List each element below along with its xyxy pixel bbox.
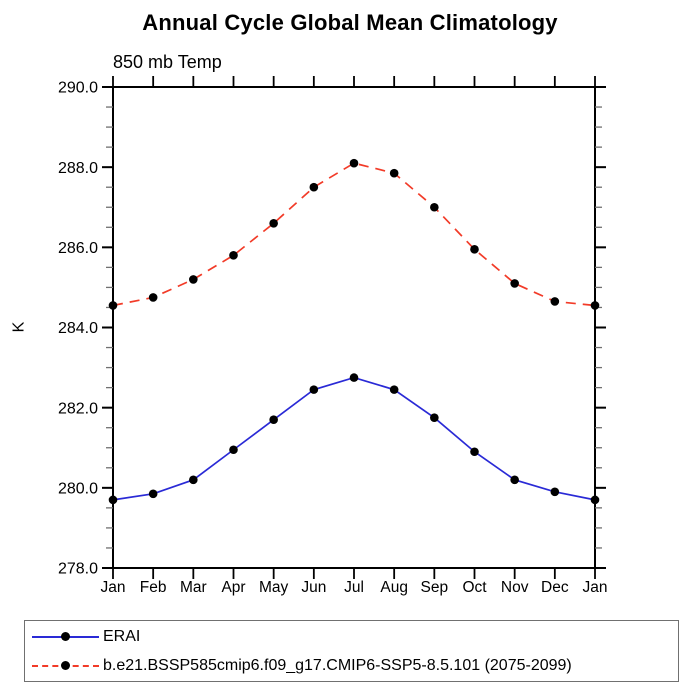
y-axis-tick-label: 286.0 [58,240,98,257]
y-axis-tick-label: 284.0 [58,320,98,337]
x-axis-tick-label: Oct [462,579,487,596]
model-data-point-marker [550,297,560,306]
erai-data-point-marker [590,495,600,505]
y-axis-tick-label: 280.0 [58,480,98,497]
x-axis-tick-label: May [259,579,289,596]
model-marker-dot-icon [61,661,70,670]
y-axis-tick-label: 282.0 [58,400,98,417]
model-data-point-marker [189,275,198,284]
climatology-plot: 278.0 280.0 282.0 284.0 286.0 288.0 290.0 Jan Fe… [58,76,608,596]
erai-data-point-marker [510,475,519,485]
x-axis-tick-label: Jun [301,579,326,596]
legend-box: ERAI b.e21.BSSP585cmip6.f09_g17.CMIP6-SS… [24,620,679,682]
model-series-line [112,162,596,307]
erai-data-point-marker [189,475,198,485]
model-data-point-marker [269,218,278,228]
erai-data-point-marker [269,415,278,424]
erai-data-point-marker [349,373,359,382]
erai-data-point-marker [550,487,560,497]
erai-marker-dot-icon [61,632,70,641]
model-data-point-marker [430,202,439,212]
x-axis-tick-label: Nov [501,579,529,596]
model-data-point-marker [389,168,399,178]
erai-data-point-marker [148,489,158,499]
x-axis-tick-label: Jan [101,579,126,596]
legend-sample-erai [32,631,99,643]
legend-label-erai: ERAI [103,627,141,645]
x-axis-tick-label: Jul [344,579,364,596]
x-axis-tick-label: Dec [541,579,569,596]
erai-series-line [112,376,596,501]
y-axis-tick-label: 288.0 [58,160,98,177]
x-axis-tick-label: Aug [380,579,408,596]
model-data-point-marker [148,293,158,302]
x-axis-tick-label: Apr [221,579,245,596]
x-axis-tick-label: Feb [140,579,167,596]
legend-sample-model [32,660,99,672]
y-axis-tick-label: 278.0 [58,561,98,578]
erai-data-point-marker [309,385,319,394]
x-axis-tick-label: Mar [180,579,207,596]
erai-data-point-marker [229,445,238,455]
x-axis-tick-label: Sep [421,579,449,596]
erai-data-point-marker [389,385,399,394]
legend-item-erai: ERAI [25,622,678,651]
erai-data-point-marker [108,495,118,505]
model-data-point-marker [108,301,118,310]
model-data-point-marker [590,301,600,310]
legend-item-model: b.e21.BSSP585cmip6.f09_g17.CMIP6-SSP5-8.… [25,651,678,680]
model-data-point-marker [309,182,319,192]
x-axis-tick-label: Jan [583,579,608,596]
y-axis-tick-label: 290.0 [58,80,98,97]
model-data-point-marker [229,251,238,260]
model-data-point-marker [349,158,359,168]
erai-data-point-marker [470,447,479,457]
model-data-point-marker [510,279,519,288]
chart-title: Annual Cycle Global Mean Climatology [142,10,558,35]
legend-label-model: b.e21.BSSP585cmip6.f09_g17.CMIP6-SSP5-8.… [103,656,572,674]
chart-subtitle: 850 mb Temp [113,52,222,72]
erai-data-point-marker [430,413,439,422]
model-data-point-marker [470,245,479,254]
